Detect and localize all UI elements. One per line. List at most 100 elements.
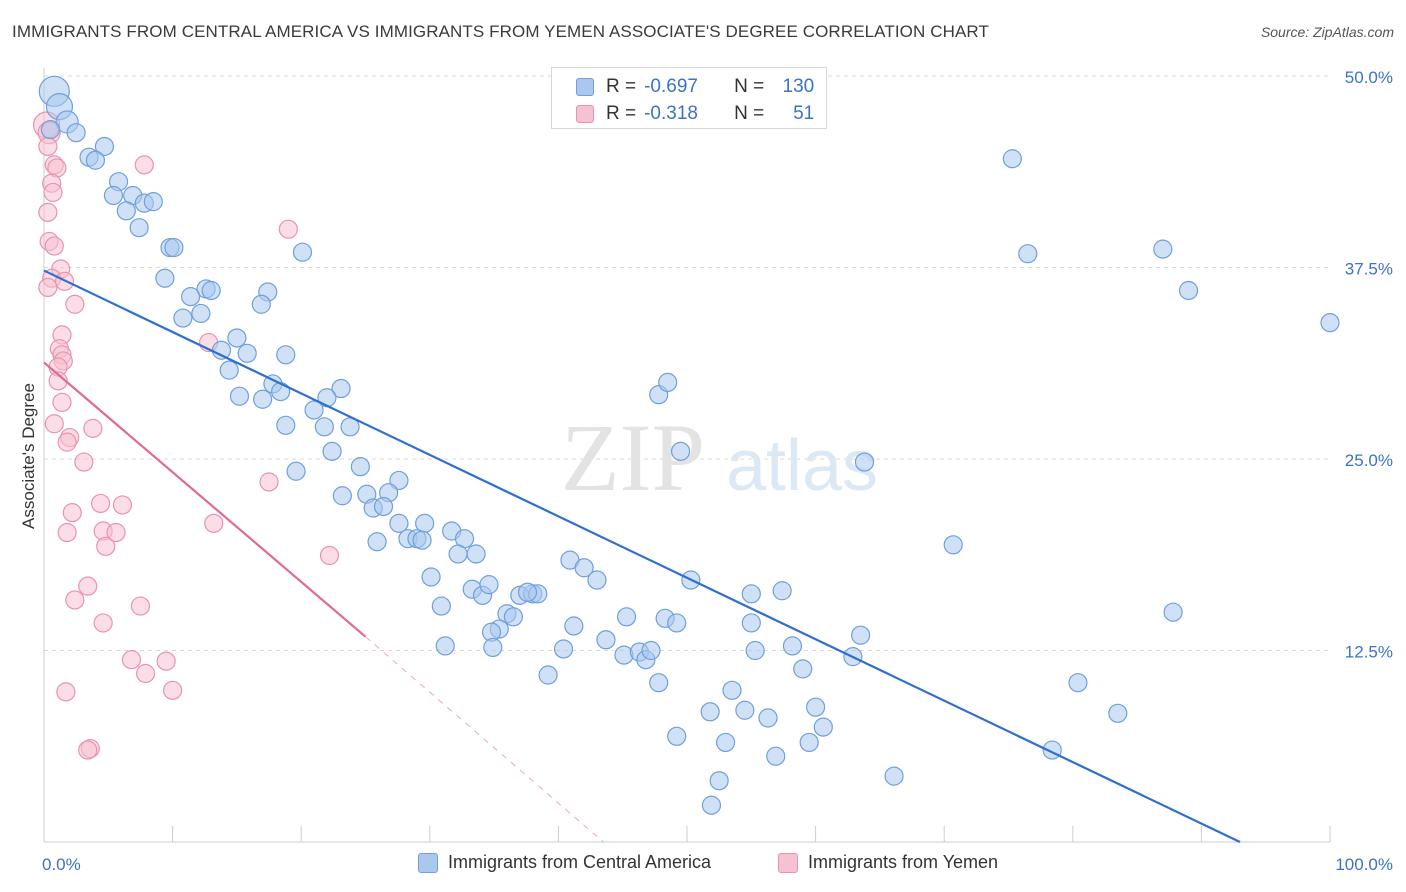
data-point — [1018, 244, 1038, 264]
data-point — [62, 503, 82, 523]
data-point — [503, 607, 523, 627]
data-point — [538, 665, 558, 685]
y-tick-label: 25.0% — [1345, 451, 1393, 470]
data-point — [745, 640, 765, 661]
data-point — [112, 495, 133, 515]
data-point — [1002, 149, 1022, 169]
data-point — [670, 441, 691, 461]
data-point — [483, 637, 503, 658]
data-point — [766, 746, 786, 766]
data-point — [564, 616, 584, 636]
data-point — [553, 639, 574, 659]
data-point — [649, 673, 669, 693]
data-point — [44, 236, 64, 256]
data-point — [90, 493, 111, 514]
x-tick-label: 0.0% — [42, 855, 81, 874]
data-point — [782, 636, 803, 656]
data-point — [614, 645, 634, 665]
data-point — [517, 582, 538, 602]
data-point — [421, 567, 441, 587]
data-point — [1068, 673, 1088, 693]
data-point — [448, 544, 468, 564]
data-point — [135, 663, 156, 684]
x-tick-label: 100.0% — [1335, 855, 1393, 874]
data-point — [412, 530, 432, 550]
data-point — [884, 766, 904, 786]
legend-r-label: R = — [606, 103, 637, 124]
data-point — [854, 452, 875, 472]
legend-swatch-pink — [778, 852, 798, 873]
data-point — [164, 237, 184, 258]
data-point — [85, 150, 106, 170]
data-point — [106, 522, 126, 543]
data-point — [163, 680, 183, 700]
data-point — [701, 795, 722, 815]
data-point — [332, 486, 352, 506]
data-point — [389, 470, 409, 491]
data-point — [735, 700, 755, 720]
data-point — [191, 303, 211, 324]
legend-r-value: -0.697 — [644, 76, 698, 97]
trend-lines — [43, 269, 1241, 843]
legend-row-yemen: R = -0.318 N = 51 — [552, 101, 814, 127]
legend-n-label: N = — [734, 103, 765, 124]
y-tick-label: 50.0% — [1345, 68, 1393, 87]
data-point — [667, 726, 687, 746]
data-point — [56, 682, 76, 702]
data-point — [78, 576, 98, 596]
legend-swatch-blue — [576, 78, 594, 96]
legend-n-value: 51 — [793, 103, 815, 124]
chart-title: IMMIGRANTS FROM CENTRAL AMERICA VS IMMIG… — [12, 22, 989, 41]
data-point — [1108, 703, 1128, 723]
data-point — [134, 155, 154, 175]
data-point — [715, 732, 736, 753]
series-yemen-points — [32, 111, 340, 760]
data-point — [350, 457, 370, 477]
data-point — [431, 596, 451, 616]
legend-label-yemen: Immigrants from Yemen — [808, 852, 999, 872]
legend-row-central-america: R = -0.697 N = 130 — [552, 74, 814, 100]
y-tick-label: 12.5% — [1345, 643, 1393, 662]
trend-line-central-america — [43, 269, 1241, 843]
data-point — [479, 575, 499, 595]
correlation-legend: R = -0.697 N = 130 R = -0.318 N = 51 — [551, 67, 827, 129]
axes — [43, 68, 1331, 843]
data-point — [74, 452, 94, 472]
data-point — [292, 242, 313, 262]
legend-r-label: R = — [606, 76, 637, 97]
series-central-america-points — [38, 75, 1340, 815]
data-point — [227, 328, 247, 348]
data-point — [466, 544, 486, 564]
data-point — [658, 372, 678, 392]
data-point — [229, 386, 250, 406]
data-point — [219, 360, 239, 380]
data-point — [319, 545, 340, 566]
series-legend: Immigrants from Central America Immigran… — [0, 852, 1406, 876]
data-point — [130, 596, 151, 616]
data-point — [276, 345, 296, 365]
legend-n-value: 130 — [782, 76, 815, 97]
legend-swatch-blue — [418, 852, 438, 873]
data-point — [40, 120, 61, 140]
data-point — [367, 532, 387, 552]
data-point — [304, 400, 324, 420]
watermark: ZIP atlas — [561, 404, 878, 511]
data-point — [129, 218, 149, 238]
data-point — [772, 581, 792, 601]
watermark-atlas: atlas — [726, 426, 878, 506]
source-label: Source: ZipAtlas.com — [1260, 24, 1394, 40]
data-point — [116, 201, 136, 221]
trend-line-yemen-extension — [365, 636, 604, 843]
data-point — [587, 570, 607, 590]
legend-swatch-pink — [576, 105, 594, 123]
trend-line-yemen — [43, 361, 367, 638]
data-point — [943, 535, 963, 555]
data-point — [65, 294, 85, 314]
data-point — [793, 659, 813, 679]
data-point — [596, 630, 616, 650]
legend-n-label: N = — [734, 76, 765, 97]
data-point — [43, 182, 63, 203]
data-point — [181, 287, 201, 307]
data-point — [57, 522, 77, 543]
y-tick-label: 37.5% — [1345, 260, 1393, 279]
